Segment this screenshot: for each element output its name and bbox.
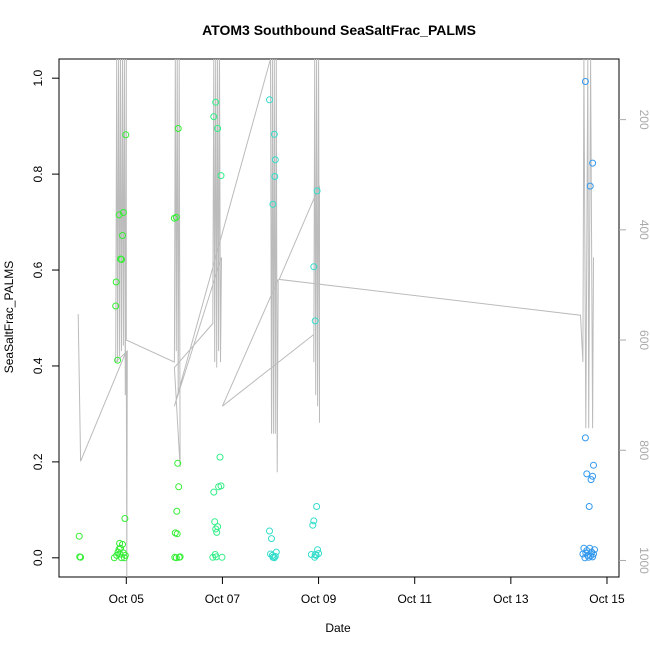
data-point	[589, 159, 597, 167]
data-point	[268, 535, 275, 543]
data-point	[581, 434, 589, 442]
data-point	[174, 459, 182, 467]
data-point	[218, 553, 226, 561]
right-tick-label: 600	[637, 330, 650, 350]
data-point	[216, 453, 224, 461]
data-point	[118, 256, 125, 263]
data-point	[311, 553, 319, 561]
data-point	[309, 521, 317, 529]
right-tick-label: 1000	[637, 547, 650, 574]
y-tick-label: 0.6	[31, 261, 45, 278]
data-point	[212, 98, 220, 106]
data-point	[118, 554, 125, 562]
data-point	[272, 548, 280, 556]
x-tick-label: Oct 05	[109, 592, 145, 606]
data-point	[590, 461, 597, 469]
data-point	[313, 503, 321, 510]
data-point	[176, 553, 184, 561]
data-point	[110, 554, 118, 562]
data-point	[312, 551, 320, 559]
data-point	[114, 356, 122, 364]
y-tick-label: 0.2	[31, 453, 45, 470]
data-point	[314, 546, 322, 554]
data-point	[271, 156, 279, 164]
y-tick-label: 0.0	[31, 549, 45, 566]
data-point	[310, 263, 318, 271]
data-point	[269, 553, 277, 561]
data-point	[583, 470, 591, 478]
data-point	[589, 553, 597, 561]
x-tick-label: Oct 13	[493, 592, 529, 606]
data-point	[311, 317, 319, 325]
data-point	[171, 553, 179, 561]
data-point	[587, 476, 595, 484]
points-layer	[75, 78, 598, 562]
right-tick-label: 800	[637, 440, 650, 460]
y-axis-label: SeaSaltFrac_PALMS	[2, 261, 16, 374]
data-point	[75, 532, 83, 540]
data-point	[271, 173, 279, 180]
altitude-line-layer	[77, 58, 594, 578]
plot-frame	[58, 58, 620, 578]
data-point	[122, 131, 130, 139]
data-point	[586, 544, 594, 552]
data-point	[172, 213, 180, 221]
data-point	[585, 503, 593, 510]
data-point	[173, 507, 181, 515]
x-axis-label: Date	[325, 621, 351, 635]
data-point	[112, 302, 120, 310]
data-point	[112, 278, 120, 286]
data-point	[119, 540, 126, 548]
data-point	[214, 523, 222, 531]
y-tick-label: 1.0	[31, 70, 45, 87]
data-point	[116, 550, 124, 558]
data-point	[210, 488, 218, 496]
data-point	[590, 550, 597, 558]
data-point	[310, 517, 318, 525]
data-point	[119, 209, 127, 216]
data-point	[270, 130, 278, 138]
data-point	[266, 527, 273, 535]
data-point	[585, 553, 593, 561]
right-tick-label: 400	[637, 220, 650, 240]
data-point	[173, 530, 181, 538]
data-point	[269, 200, 277, 208]
data-point	[217, 172, 225, 180]
data-point	[119, 232, 126, 239]
data-point	[115, 545, 123, 553]
data-point	[586, 182, 594, 190]
x-tick-label: Oct 11	[397, 592, 432, 606]
data-point	[589, 472, 597, 480]
data-point	[210, 113, 218, 121]
x-tick-label: Oct 09	[301, 592, 337, 606]
data-point	[214, 125, 222, 132]
data-point	[217, 482, 225, 490]
y-tick-label: 0.8	[31, 165, 45, 182]
chart-title: ATOM3 Southbound SeaSaltFrac_PALMS	[202, 22, 476, 38]
altitude-line	[77, 58, 594, 578]
data-point	[174, 125, 182, 132]
data-point	[213, 528, 221, 536]
right-tick-label: 200	[637, 110, 650, 130]
y-tick-label: 0.4	[31, 357, 45, 374]
data-point	[313, 187, 321, 195]
data-point	[212, 553, 220, 561]
data-point	[121, 515, 129, 522]
data-point	[581, 78, 589, 85]
x-tick-label: Oct 15	[589, 592, 625, 606]
axes-layer: Oct 05 Oct 07 Oct 09 Oct 11 Oct 13 Oct 15 0.0 0…	[31, 70, 650, 606]
data-point	[266, 96, 273, 104]
data-point	[175, 483, 183, 491]
data-point	[591, 546, 598, 554]
x-tick-label: Oct 07	[205, 592, 241, 606]
data-point	[77, 553, 85, 561]
